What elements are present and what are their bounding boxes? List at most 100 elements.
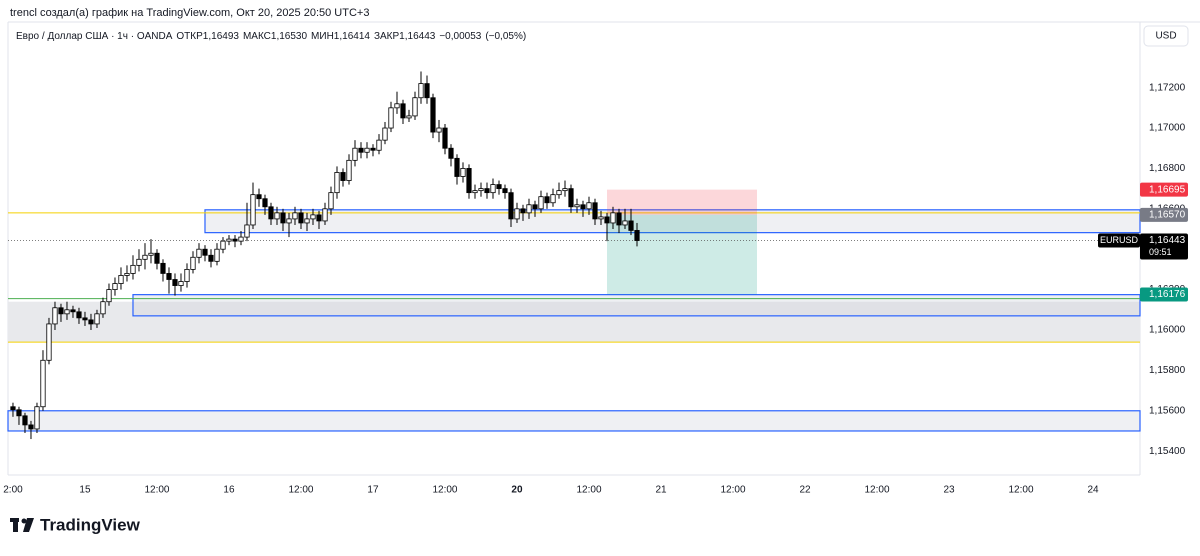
candle-body xyxy=(616,212,622,226)
candle-body xyxy=(436,127,442,133)
tradingview-logo: TradingView xyxy=(10,515,141,534)
candle xyxy=(538,190,544,213)
candle-body xyxy=(424,83,430,99)
candle xyxy=(28,420,34,440)
candle-body xyxy=(202,248,208,256)
legend-value: 1,16414 xyxy=(334,31,371,42)
candle xyxy=(112,277,118,296)
candle-body xyxy=(94,313,100,325)
candle-body xyxy=(46,323,52,361)
candle xyxy=(370,144,376,157)
candle xyxy=(166,267,172,294)
candle-body xyxy=(568,188,574,208)
shade-zone xyxy=(8,301,1140,343)
candle-body xyxy=(178,281,184,286)
candle-body xyxy=(406,115,412,119)
candle xyxy=(496,180,502,195)
y-tick-label: 1,15800 xyxy=(1149,365,1186,376)
candle xyxy=(556,182,562,199)
y-tick-label: 1,17200 xyxy=(1149,82,1186,93)
candle xyxy=(76,307,82,324)
candle xyxy=(580,200,586,217)
price-tag xyxy=(1140,287,1188,302)
price-tag xyxy=(1140,207,1188,222)
candle-body xyxy=(346,159,352,181)
candle-body xyxy=(382,127,388,141)
candle xyxy=(346,154,352,185)
currency-button[interactable] xyxy=(1143,25,1189,47)
x-tick-label: 24 xyxy=(1087,485,1099,496)
x-tick-label: 20 xyxy=(511,485,523,496)
candle xyxy=(130,255,136,280)
legend-value: 1,16493 xyxy=(203,31,240,42)
candle xyxy=(268,202,274,225)
candle-body xyxy=(22,415,28,426)
currency-label[interactable]: USD xyxy=(1155,31,1176,42)
candle-body xyxy=(466,168,472,194)
candle xyxy=(388,101,394,133)
candle xyxy=(424,75,430,104)
candle xyxy=(466,164,472,199)
legend-change-percent: (−0,05%) xyxy=(485,31,526,42)
candle xyxy=(208,249,214,268)
candle-body xyxy=(196,248,202,258)
candle-body xyxy=(256,194,262,200)
candle-body xyxy=(376,139,382,151)
candle xyxy=(310,208,316,225)
candle xyxy=(400,99,406,124)
candle-body xyxy=(496,184,502,190)
legend-change: −0,00053 xyxy=(439,31,481,42)
candle xyxy=(430,93,436,139)
symbol-tag-label: EURUSD xyxy=(1100,235,1139,245)
candle-body xyxy=(286,218,292,224)
candle xyxy=(298,208,304,230)
legend-key: МАКС xyxy=(243,31,271,42)
candle xyxy=(238,231,244,246)
candle xyxy=(64,301,70,320)
candle-body xyxy=(298,212,304,224)
candle-body xyxy=(334,172,340,194)
candle xyxy=(82,311,88,326)
candle-body xyxy=(58,307,64,315)
price-tag-label: 1,16570 xyxy=(1149,210,1186,221)
legend-key: ОТКР xyxy=(176,31,203,42)
candle xyxy=(232,235,238,248)
candle-body xyxy=(388,107,394,129)
candle xyxy=(448,144,454,167)
candle xyxy=(616,208,622,234)
candle-body xyxy=(292,212,298,220)
candle xyxy=(394,91,400,114)
candle xyxy=(442,123,448,155)
candle xyxy=(574,198,580,213)
candle-body xyxy=(574,204,580,208)
candle-body xyxy=(592,202,598,220)
candle-body xyxy=(622,220,628,226)
candle-body xyxy=(268,206,274,220)
logo-text: TradingView xyxy=(40,515,141,534)
candle-body xyxy=(514,208,520,220)
candle-body xyxy=(556,190,562,196)
candle-body xyxy=(166,273,172,280)
candle xyxy=(328,186,334,215)
plot xyxy=(7,71,1141,440)
candle xyxy=(502,184,508,199)
candle-body xyxy=(100,301,106,315)
candle-body xyxy=(550,194,556,204)
last-price-label: 1,16443 xyxy=(1149,235,1186,246)
candle xyxy=(184,263,190,288)
candle xyxy=(10,402,16,417)
candle-body xyxy=(244,224,250,238)
candle-body xyxy=(304,218,310,224)
x-tick-label: 17 xyxy=(367,485,379,496)
candle-body xyxy=(328,192,334,210)
candle-body xyxy=(448,147,454,159)
candle-body xyxy=(250,194,256,226)
candle xyxy=(274,206,280,225)
logo-mark xyxy=(13,518,18,532)
candle xyxy=(478,182,484,197)
candle xyxy=(280,208,286,232)
candle-body xyxy=(520,208,526,214)
candle xyxy=(622,208,628,230)
candle xyxy=(376,134,382,155)
